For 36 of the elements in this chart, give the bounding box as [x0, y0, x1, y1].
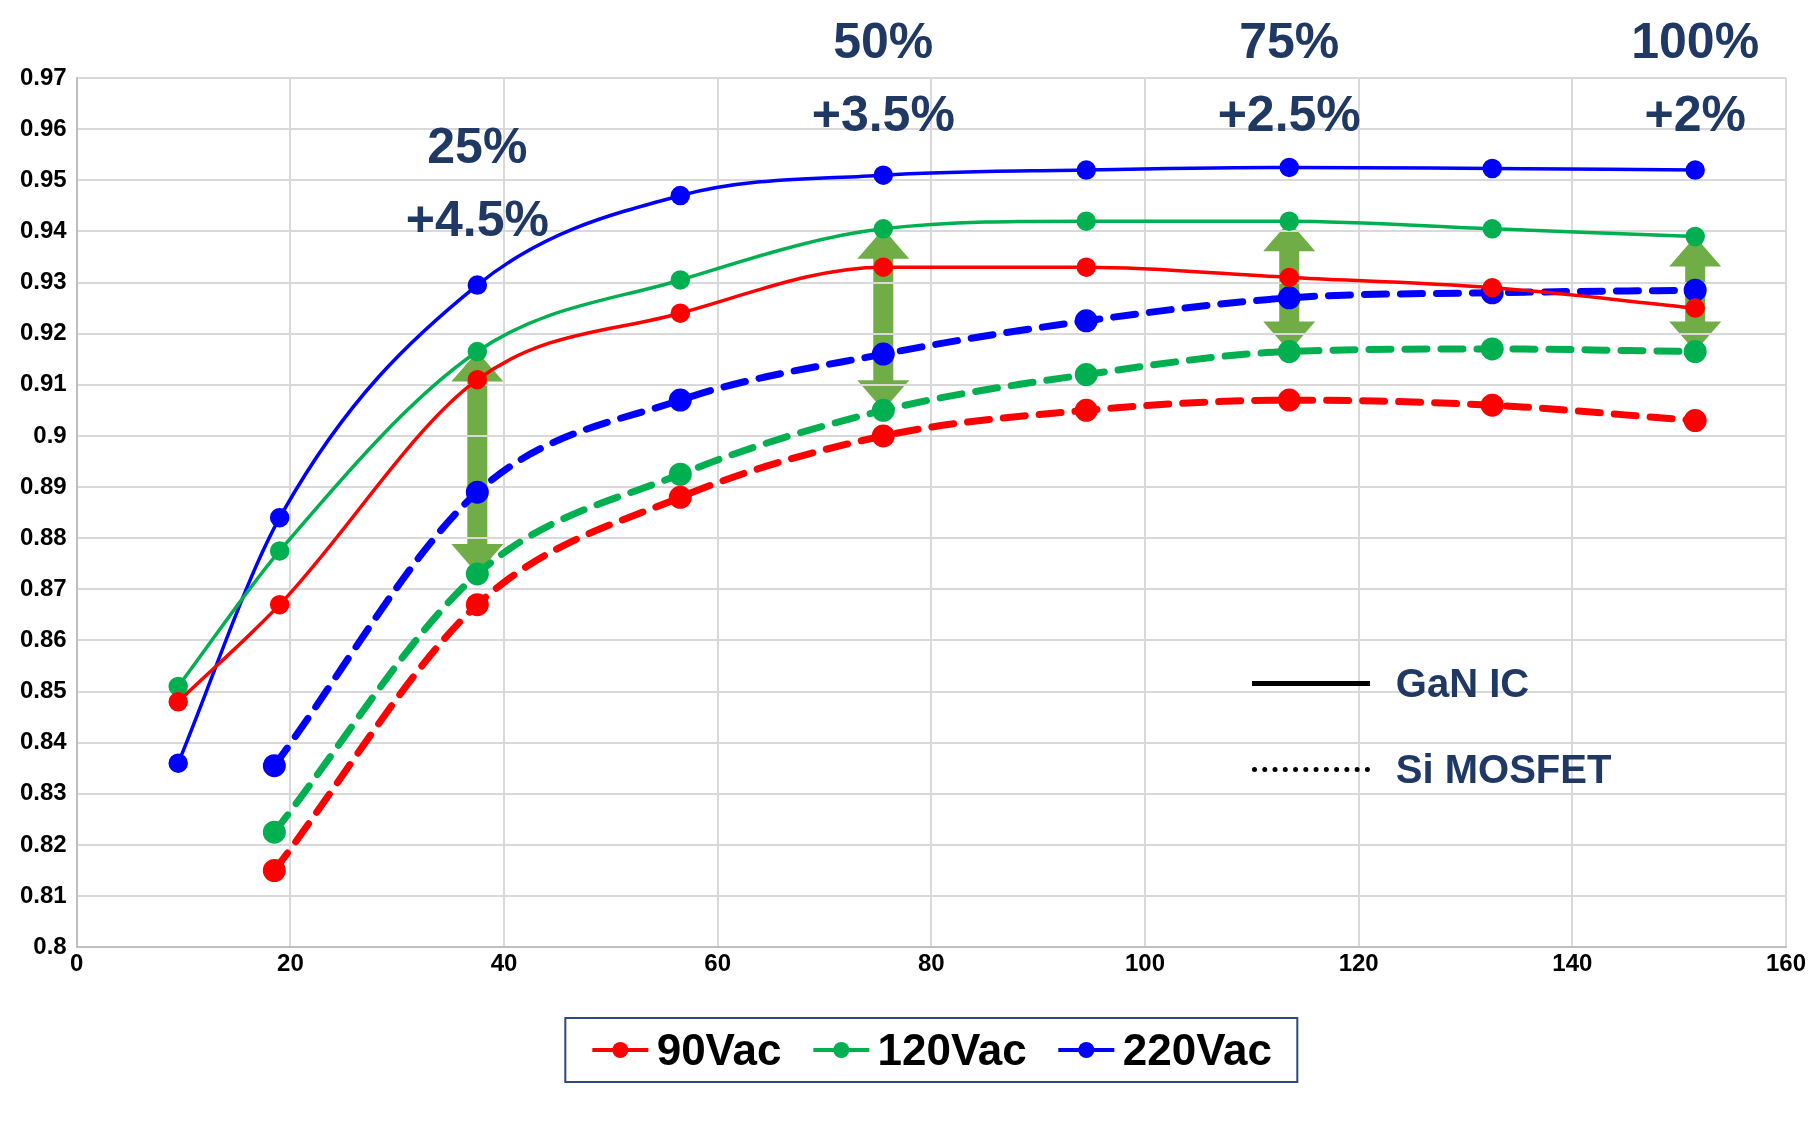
y-tick-label: 0.83 [19, 778, 67, 806]
annotation: 50% +3.5% [811, 12, 955, 144]
y-tick-label: 0.89 [19, 471, 67, 499]
y-tick-label: 0.87 [19, 573, 67, 601]
y-tick-label: 0.84 [19, 727, 68, 755]
y-tick-label: 0.95 [19, 164, 67, 192]
annotation: 75% +2.5% [1217, 12, 1361, 144]
annotation: GaN IC [1395, 660, 1530, 706]
y-tick-label: 0.94 [19, 216, 68, 244]
annotation: 100% +2% [1631, 12, 1760, 144]
y-tick-label: 0.9 [33, 420, 67, 448]
y-tick-label: 0.82 [19, 829, 67, 857]
y-tick-label: 0.96 [19, 113, 67, 141]
legend-label: 90Vac [656, 1025, 782, 1076]
legend-label: 220Vac [1122, 1025, 1273, 1076]
y-tick-label: 0.93 [19, 267, 67, 295]
x-tick-label: 100 [1124, 949, 1166, 977]
x-tick-label: 0 [70, 949, 84, 977]
annotation: Si MOSFET [1395, 746, 1612, 792]
x-tick-label: 60 [704, 949, 732, 977]
x-tick-label: 80 [918, 949, 945, 977]
y-tick-label: 0.8 [33, 931, 67, 959]
x-tick-label: 20 [277, 949, 304, 977]
y-tick-label: 0.86 [19, 625, 67, 653]
annotation: 25% +4.5% [405, 117, 549, 249]
y-tick-label: 0.85 [19, 676, 67, 704]
y-tick-label: 0.88 [19, 522, 67, 550]
x-tick-label: 40 [490, 949, 518, 977]
y-tick-label: 0.81 [19, 880, 67, 908]
y-tick-label: 0.97 [19, 62, 67, 90]
legend-label: 120Vac [877, 1025, 1027, 1076]
x-tick-label: 120 [1338, 949, 1379, 977]
y-tick-label: 0.91 [19, 369, 67, 397]
y-tick-label: 0.92 [19, 318, 67, 346]
x-tick-label: 140 [1552, 949, 1593, 977]
x-tick-label: 160 [1765, 949, 1807, 977]
